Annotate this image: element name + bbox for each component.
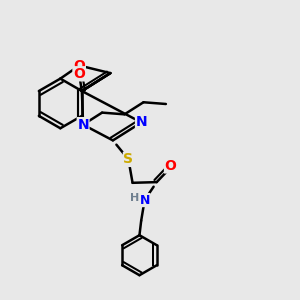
Text: S: S xyxy=(123,152,134,167)
Text: H: H xyxy=(130,193,139,203)
Text: N: N xyxy=(140,194,150,207)
Text: O: O xyxy=(165,159,176,173)
Text: O: O xyxy=(74,58,85,73)
Text: O: O xyxy=(73,67,85,81)
Text: N: N xyxy=(77,118,89,132)
Text: N: N xyxy=(136,116,147,130)
